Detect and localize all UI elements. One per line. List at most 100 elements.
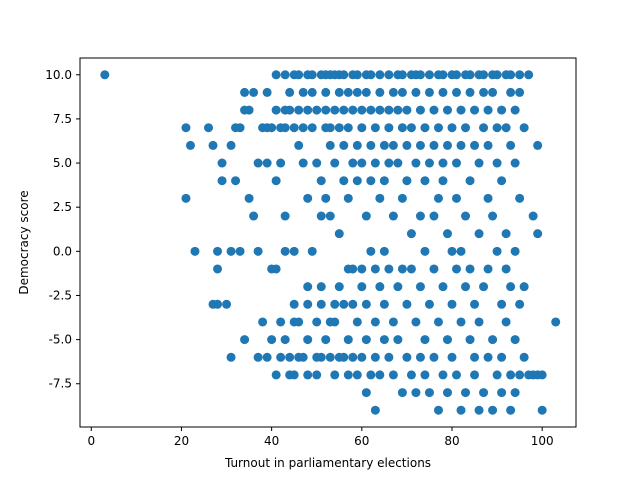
data-point [190,246,200,256]
data-point [276,158,286,168]
data-point [316,176,326,186]
data-point [204,123,214,133]
data-point [321,105,331,115]
data-point [452,158,462,168]
data-point [352,70,362,80]
data-point [231,176,241,186]
data-point [384,105,394,115]
data-point [226,246,236,256]
data-point [479,123,489,133]
data-point [375,87,385,97]
data-point [298,352,308,362]
data-point [533,229,543,239]
data-point [343,335,353,345]
data-point [348,299,358,309]
data-point [249,211,259,221]
data-point [361,211,371,221]
data-point [276,317,286,327]
data-point [384,123,394,133]
data-point [357,352,367,362]
data-point [271,264,281,274]
data-point [280,123,290,133]
data-point [303,193,313,203]
data-point [424,158,434,168]
data-point [442,140,452,150]
data-point [470,370,480,380]
data-point [222,299,232,309]
data-point [452,370,462,380]
data-point [402,105,412,115]
data-point [325,211,335,221]
data-point [294,317,304,327]
data-point [388,317,398,327]
data-point [488,335,498,345]
data-point [456,140,466,150]
data-point [208,140,218,150]
data-point [181,123,191,133]
data-point [510,388,520,398]
data-point [447,299,457,309]
data-point [339,352,349,362]
data-point [388,211,398,221]
y-tick-label: 0.0 [53,244,72,258]
y-tick-label: 7.5 [53,112,72,126]
data-point [488,87,498,97]
data-point [474,229,484,239]
data-point [321,87,331,97]
y-axis-label: Democracy score [17,190,31,294]
data-point [470,299,480,309]
data-point [370,317,380,327]
data-point [321,335,331,345]
data-point [497,105,507,115]
x-tick-label: 80 [444,434,459,448]
data-point [438,87,448,97]
data-point [429,264,439,274]
data-point [262,352,272,362]
x-tick-label: 60 [354,434,369,448]
data-point [379,176,389,186]
data-point [429,140,439,150]
data-point [506,70,516,80]
data-point [294,140,304,150]
data-point [253,246,263,256]
data-point [402,352,412,362]
data-point [420,335,430,345]
data-point [447,246,457,256]
data-point [307,123,317,133]
data-point [393,335,403,345]
data-point [370,158,380,168]
data-point [461,211,471,221]
data-point [483,193,493,203]
data-point [379,140,389,150]
data-point [524,70,534,80]
data-point [388,87,398,97]
data-point [474,158,484,168]
data-point [488,211,498,221]
data-point [420,176,430,186]
data-point [258,317,268,327]
data-point [352,140,362,150]
data-point [479,388,489,398]
data-point [506,140,516,150]
data-point [271,70,281,80]
data-point [415,105,425,115]
data-point [506,87,516,97]
data-point [447,352,457,362]
data-point [348,352,358,362]
data-point [452,87,462,97]
data-point [366,176,376,186]
data-point [388,370,398,380]
data-point [370,405,380,415]
data-point [515,299,525,309]
data-point [289,123,299,133]
data-point [506,370,516,380]
data-point [226,352,236,362]
data-point [100,70,110,80]
data-point [379,335,389,345]
data-point [289,299,299,309]
data-point [438,158,448,168]
data-point [343,87,353,97]
data-point [348,264,358,274]
data-point [461,123,471,133]
data-point [330,317,340,327]
